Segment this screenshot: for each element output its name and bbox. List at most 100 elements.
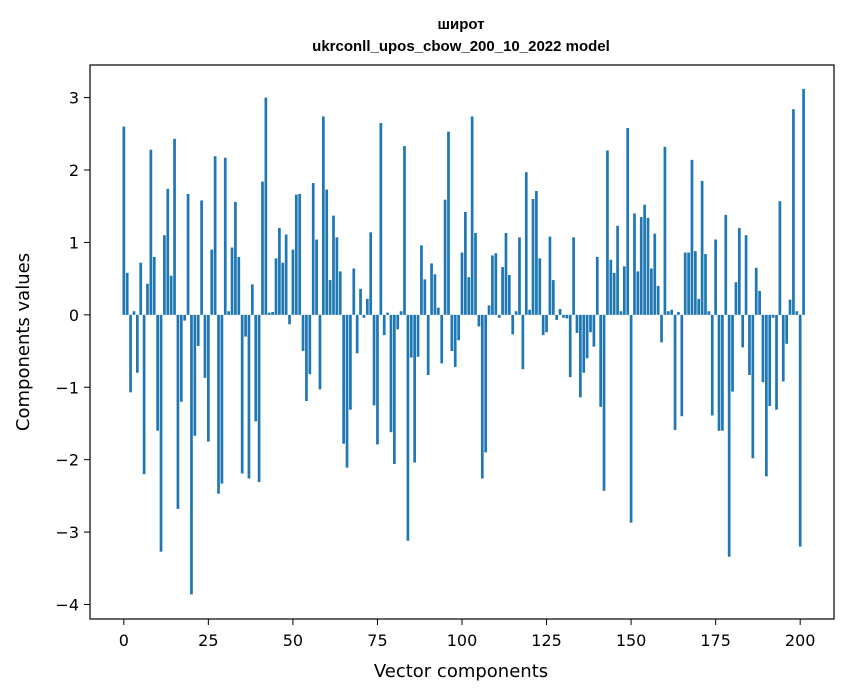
bar-27 xyxy=(213,156,217,315)
bar-182 xyxy=(737,227,741,315)
bar-200 xyxy=(798,314,802,547)
bar-195 xyxy=(781,314,785,382)
bar-64 xyxy=(338,271,342,315)
bar-146 xyxy=(616,225,619,315)
bar-99 xyxy=(457,314,460,341)
bar-106 xyxy=(480,314,484,479)
bar-173 xyxy=(707,311,711,315)
bar-73 xyxy=(369,232,373,315)
bar-98 xyxy=(453,314,457,367)
bar-197 xyxy=(788,299,792,315)
bar-62 xyxy=(332,215,335,315)
bar-74 xyxy=(372,314,376,406)
bar-117 xyxy=(518,237,521,315)
bar-17 xyxy=(179,314,183,402)
bar-13 xyxy=(166,188,170,315)
bar-22 xyxy=(196,314,200,346)
y-axis-label: Components values xyxy=(13,253,34,431)
bar-51 xyxy=(294,194,298,315)
bar-100 xyxy=(460,252,464,315)
bar-126 xyxy=(548,236,552,315)
bar-81 xyxy=(396,314,400,330)
bar-157 xyxy=(653,233,657,315)
bar-33 xyxy=(234,201,237,315)
bar-95 xyxy=(443,199,447,315)
bar-138 xyxy=(589,314,592,333)
bar-114 xyxy=(507,275,511,315)
bar-167 xyxy=(687,252,690,315)
bar-42 xyxy=(264,97,268,315)
bar-190 xyxy=(765,314,768,477)
bar-2 xyxy=(129,314,132,393)
bar-85 xyxy=(409,314,413,358)
bar-26 xyxy=(210,249,214,315)
bar-58 xyxy=(318,314,322,390)
bar-188 xyxy=(758,290,761,315)
bar-0 xyxy=(122,126,126,315)
bar-140 xyxy=(595,256,599,315)
bar-103 xyxy=(470,116,474,315)
bar-72 xyxy=(365,298,369,315)
bar-189 xyxy=(761,314,765,383)
bar-105 xyxy=(477,314,481,327)
bar-158 xyxy=(656,285,660,315)
bar-91 xyxy=(430,263,433,315)
bar-191 xyxy=(768,314,772,407)
bar-71 xyxy=(362,314,366,318)
bar-38 xyxy=(250,284,254,315)
x-tick-label: 0 xyxy=(119,631,129,650)
bar-88 xyxy=(420,245,423,315)
y-tick-label: 3 xyxy=(69,89,79,108)
bar-174 xyxy=(710,314,714,416)
bar-128 xyxy=(555,314,559,320)
bar-134 xyxy=(575,314,579,333)
bar-142 xyxy=(602,314,606,491)
bar-90 xyxy=(426,314,430,375)
bar-65 xyxy=(342,314,345,444)
bar-8 xyxy=(149,149,153,315)
bar-3 xyxy=(132,311,136,315)
bar-178 xyxy=(724,214,728,315)
bar-159 xyxy=(660,314,663,343)
bar-53 xyxy=(301,314,305,352)
bar-115 xyxy=(511,314,515,335)
bar-56 xyxy=(311,183,315,315)
bar-20 xyxy=(190,314,193,595)
x-tick-label: 100 xyxy=(447,631,478,650)
x-tick-label: 50 xyxy=(283,631,303,650)
bar-183 xyxy=(741,314,745,348)
bar-35 xyxy=(240,314,244,474)
bar-141 xyxy=(599,314,603,407)
bar-129 xyxy=(558,309,562,315)
chart-title-line1: широт xyxy=(437,16,484,33)
bar-87 xyxy=(416,314,420,357)
bar-36 xyxy=(244,314,247,337)
bar-86 xyxy=(413,314,417,463)
y-tick-label: −2 xyxy=(55,451,79,470)
bar-123 xyxy=(538,258,542,315)
bar-54 xyxy=(305,314,308,402)
bar-11 xyxy=(159,314,163,552)
bar-181 xyxy=(734,282,738,315)
bar-113 xyxy=(504,233,508,315)
bar-156 xyxy=(650,268,653,315)
bar-184 xyxy=(744,235,748,315)
bar-165 xyxy=(680,314,684,417)
bar-172 xyxy=(704,254,707,315)
bar-192 xyxy=(771,314,775,318)
bar-92 xyxy=(433,274,437,315)
bar-175 xyxy=(714,239,717,315)
bar-82 xyxy=(399,311,403,315)
bar-199 xyxy=(795,311,799,315)
bar-122 xyxy=(535,191,538,315)
bar-47 xyxy=(281,262,285,315)
bar-135 xyxy=(579,314,582,398)
bar-94 xyxy=(440,314,444,364)
bar-101 xyxy=(464,212,467,315)
bar-15 xyxy=(173,138,176,315)
bar-111 xyxy=(497,314,501,318)
bar-25 xyxy=(207,314,210,442)
y-tick-label: 0 xyxy=(69,306,79,325)
bar-14 xyxy=(169,275,173,315)
